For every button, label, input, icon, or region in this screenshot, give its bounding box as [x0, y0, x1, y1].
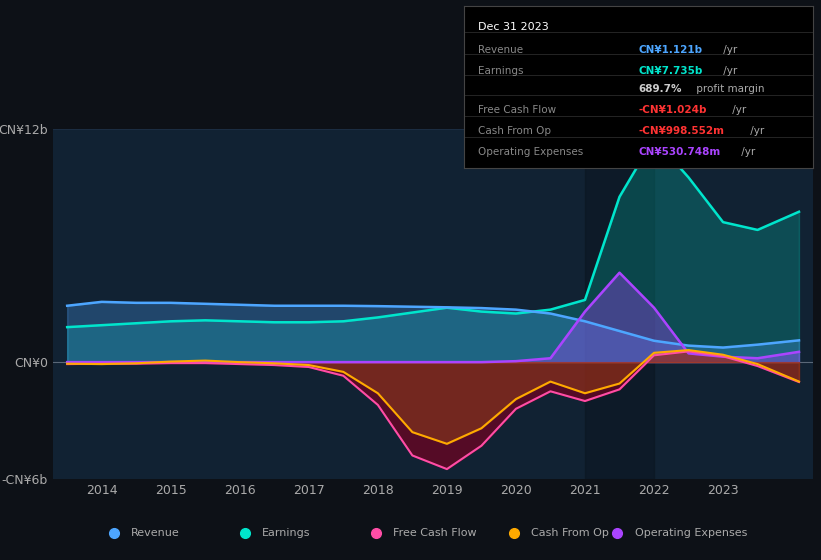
- Text: -CN¥998.552m: -CN¥998.552m: [639, 126, 724, 136]
- Text: /yr: /yr: [720, 45, 737, 54]
- Text: 689.7%: 689.7%: [639, 83, 681, 94]
- Text: Dec 31 2023: Dec 31 2023: [478, 22, 548, 32]
- Text: Cash From Op: Cash From Op: [478, 126, 551, 136]
- Text: /yr: /yr: [747, 126, 764, 136]
- Text: Revenue: Revenue: [478, 45, 523, 54]
- Text: CN¥530.748m: CN¥530.748m: [639, 147, 721, 157]
- Text: Free Cash Flow: Free Cash Flow: [478, 105, 556, 115]
- Text: Earnings: Earnings: [478, 66, 523, 76]
- Text: CN¥1.121b: CN¥1.121b: [639, 45, 703, 54]
- Text: /yr: /yr: [720, 66, 737, 76]
- Text: Operating Expenses: Operating Expenses: [478, 147, 583, 157]
- Text: -CN¥1.024b: -CN¥1.024b: [639, 105, 707, 115]
- Text: Free Cash Flow: Free Cash Flow: [393, 529, 477, 538]
- Bar: [585, 129, 654, 479]
- Text: Operating Expenses: Operating Expenses: [635, 529, 747, 538]
- Text: Earnings: Earnings: [262, 529, 310, 538]
- Text: /yr: /yr: [729, 105, 746, 115]
- Text: Revenue: Revenue: [131, 529, 180, 538]
- Text: profit margin: profit margin: [693, 83, 764, 94]
- Text: /yr: /yr: [738, 147, 755, 157]
- Text: Cash From Op: Cash From Op: [531, 529, 609, 538]
- Text: CN¥7.735b: CN¥7.735b: [639, 66, 703, 76]
